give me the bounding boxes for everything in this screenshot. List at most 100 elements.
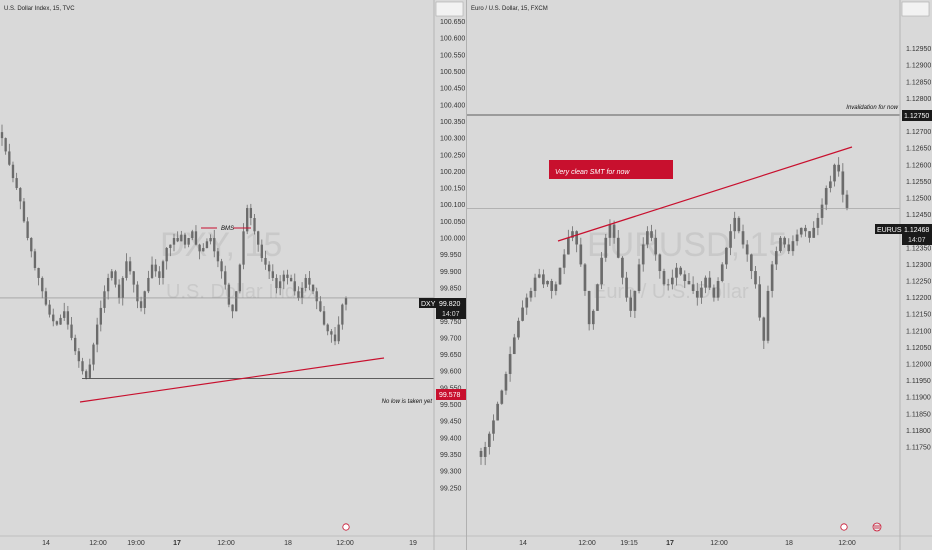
candle [641, 237, 645, 272]
candle [333, 326, 337, 346]
candle-body [512, 337, 516, 355]
y-tick-label: 1.12950 [906, 46, 931, 53]
y-tick-label: 99.750 [440, 319, 462, 326]
x-tick-label: 19:00 [127, 540, 145, 547]
x-tick-label: 12:00 [89, 540, 107, 547]
candle [687, 273, 691, 285]
candle-body [286, 274, 289, 278]
candle [829, 175, 832, 193]
dxy-chart[interactable]: DXY, 15U.S. Dollar Index U.S. Dollar Ind… [0, 0, 466, 550]
x-tick-label: 12:00 [217, 540, 235, 547]
candle-body [791, 241, 795, 252]
candle [286, 269, 289, 285]
candle-body [227, 284, 231, 305]
candle-body [220, 261, 223, 272]
x-tick-label: 12:00 [336, 540, 354, 547]
candle-body [224, 271, 227, 285]
x-tick-label: 18 [284, 540, 292, 547]
y-tick-label: 100.050 [440, 219, 465, 226]
candle [238, 263, 242, 294]
y-tick-label: 1.12050 [906, 345, 931, 352]
eurusd-chart-pane[interactable]: EURUSD, 15 Euro / U.S. Dollar Euro / U.S.… [467, 0, 932, 550]
y-tick-label: 99.400 [440, 435, 462, 442]
candle [183, 232, 187, 249]
candle-body [700, 287, 703, 298]
y-tick-label: 100.650 [440, 19, 465, 26]
candle [315, 287, 318, 310]
support-trendline[interactable] [79, 357, 385, 403]
candle-body [242, 231, 245, 265]
candle [571, 226, 574, 242]
candle-body [4, 138, 7, 152]
candle-body [326, 324, 329, 332]
x-tick-label: 19 [409, 540, 417, 547]
candle-body [202, 247, 205, 252]
event-marker-icon[interactable] [342, 523, 350, 531]
y-tick-label: 100.300 [440, 136, 465, 143]
candle-body [762, 317, 766, 341]
candle-body [139, 301, 143, 308]
candle-body [216, 251, 220, 262]
candle-body [483, 447, 487, 457]
candle-body [231, 304, 234, 312]
candle-body [591, 310, 595, 325]
candle-body [132, 271, 135, 285]
candle [683, 270, 687, 289]
candle-body [537, 274, 541, 278]
y-tick-label: 1.12800 [906, 96, 931, 103]
candle [587, 290, 591, 331]
candle [741, 224, 745, 249]
candle [812, 221, 816, 238]
candle-body [554, 284, 558, 291]
candle-body [11, 164, 15, 179]
candle [558, 267, 562, 285]
candle-body [824, 188, 828, 205]
y-tick-label: 1.12000 [906, 362, 931, 369]
candle [679, 266, 682, 276]
candle-body [500, 390, 504, 404]
candle-body [625, 277, 628, 298]
smt-label-box[interactable] [549, 160, 673, 179]
y-tick-label: 100.400 [440, 102, 465, 109]
y-tick-label: 1.12900 [906, 63, 931, 70]
y-tick-label: 1.12200 [906, 295, 931, 302]
candle-body [33, 251, 37, 268]
eurusd-chart[interactable]: EURUSD, 15 Euro / U.S. Dollar Euro / U.S.… [467, 0, 932, 550]
x-tick-label: 14 [519, 540, 527, 547]
candle [180, 230, 183, 242]
candle-body [8, 151, 11, 165]
candle [110, 269, 113, 281]
candle [70, 316, 73, 341]
price-scale-box[interactable] [435, 1, 464, 17]
candle-body [154, 264, 157, 272]
bms-label: BMS [221, 226, 234, 232]
candle-body [26, 221, 29, 238]
price-scale-box[interactable] [901, 1, 930, 17]
candle-body [754, 271, 757, 285]
candle [22, 198, 26, 223]
candle-body [708, 277, 712, 288]
candle [158, 266, 161, 285]
candle [0, 124, 4, 146]
y-tick-label: 99.950 [440, 252, 462, 259]
resistance-trendline[interactable] [557, 146, 853, 242]
y-tick-label: 99.850 [440, 285, 462, 292]
candle [695, 282, 699, 306]
candle-body [249, 208, 253, 219]
candle [304, 274, 307, 292]
candle-body [492, 420, 495, 434]
candle [762, 316, 766, 350]
candle [733, 211, 737, 239]
candle-body [300, 287, 304, 298]
candle-body [235, 291, 238, 312]
flag-icon[interactable] [872, 522, 882, 532]
y-tick-label: 99.600 [440, 369, 462, 376]
event-marker-icon[interactable] [840, 523, 848, 531]
candle [816, 213, 820, 236]
candle-body [337, 324, 340, 342]
y-tick-label: 100.500 [440, 69, 465, 76]
dxy-chart-pane[interactable]: DXY, 15 U.S. Dollar Index U.S. Dollar Ind… [0, 0, 467, 550]
y-tick-label: 100.200 [440, 169, 465, 176]
candle-body [77, 351, 81, 362]
candle [529, 287, 533, 302]
